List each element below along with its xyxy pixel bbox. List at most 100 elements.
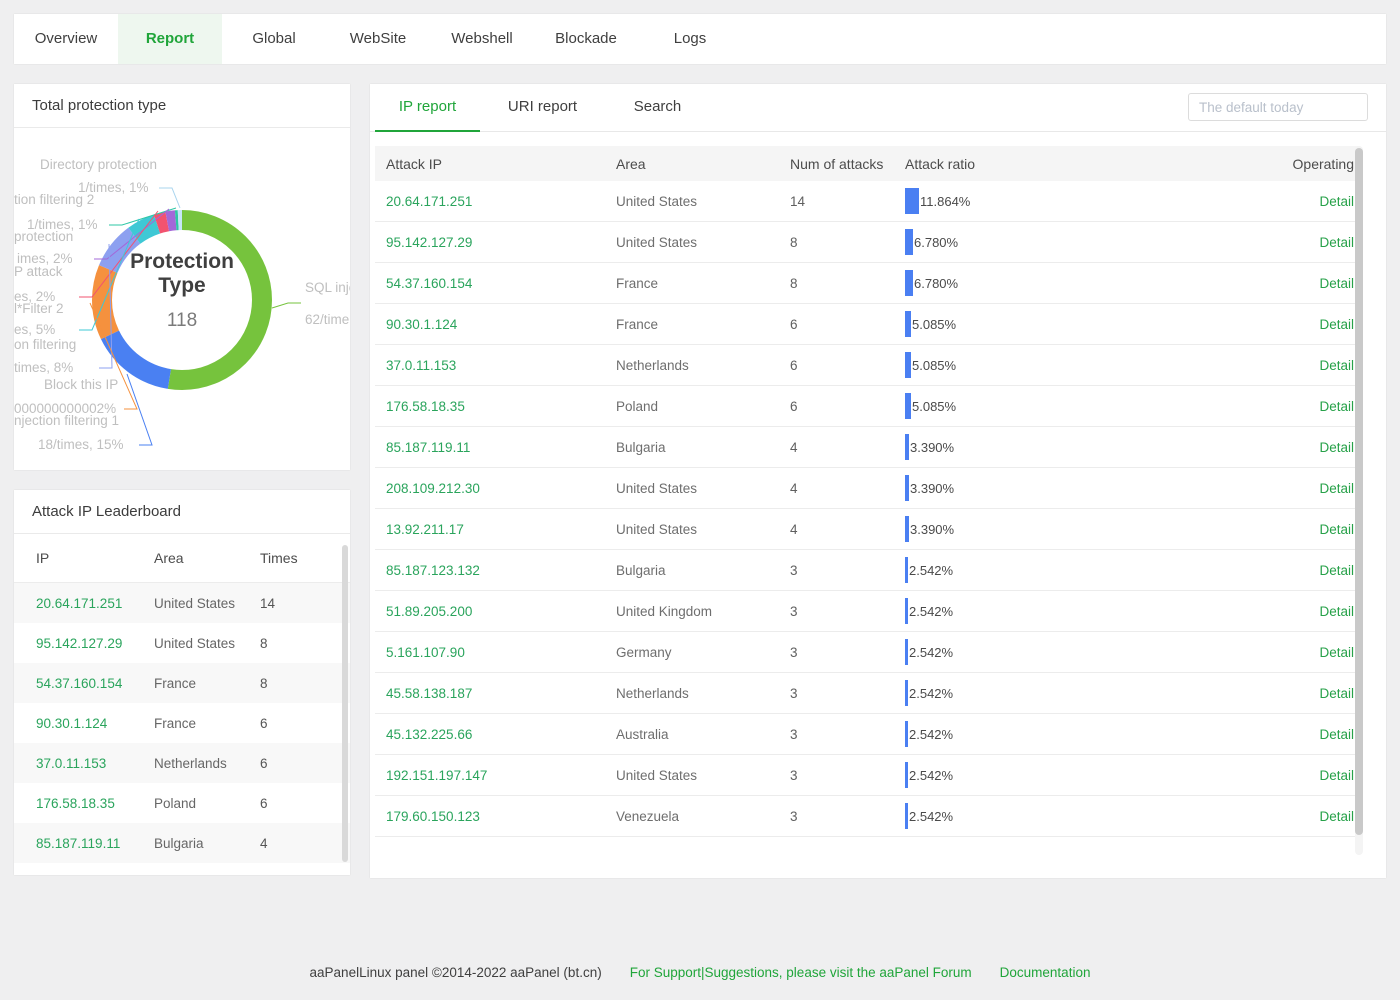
- ratio-bar: [905, 721, 908, 747]
- donut-label-value-on-filtering: times, 8%: [14, 360, 74, 375]
- detail-link[interactable]: Detail: [1319, 726, 1354, 742]
- table-row: 85.187.123.132 Bulgaria 3 2.542% Detail: [375, 550, 1360, 591]
- ratio-percent: 5.085%: [912, 398, 957, 414]
- donut-label-value-l-filter-2: es, 5%: [14, 322, 56, 337]
- nav-tab-blockade[interactable]: Blockade: [555, 30, 617, 47]
- footer-copyright: aaPanelLinux panel ©2014-2022 aaPanel (b…: [309, 965, 602, 980]
- ratio-percent: 2.542%: [909, 767, 954, 783]
- report-tab-uri-report[interactable]: URI report: [507, 98, 578, 115]
- report-scrollbar-thumb[interactable]: [1355, 148, 1363, 835]
- donut-title: Protection Type: [130, 250, 234, 297]
- report-tab-search[interactable]: Search: [633, 98, 682, 115]
- ratio-bar: [905, 680, 908, 706]
- ratio-bar: [905, 475, 909, 501]
- leaderboard-times: 8: [260, 675, 268, 691]
- num-attacks-cell: 6: [790, 398, 798, 414]
- attack-ip-link[interactable]: 5.161.107.90: [386, 644, 465, 660]
- ratio-percent: 6.780%: [914, 234, 959, 250]
- attack-ip-link[interactable]: 176.58.18.35: [386, 398, 465, 414]
- detail-link[interactable]: Detail: [1319, 603, 1354, 619]
- attack-ip-link[interactable]: 90.30.1.124: [386, 316, 458, 332]
- ratio-percent: 3.390%: [910, 521, 955, 537]
- ratio-percent: 6.780%: [914, 275, 959, 291]
- attack-ip-link[interactable]: 95.142.127.29: [386, 234, 473, 250]
- report-tab-ip-report[interactable]: IP report: [375, 84, 480, 132]
- operating-cell: Detail: [1280, 358, 1360, 373]
- protection-card-title: Total protection type: [14, 84, 350, 128]
- detail-link[interactable]: Detail: [1319, 439, 1354, 455]
- operating-cell: Detail: [1280, 399, 1360, 414]
- report-table-header: Attack IP Area Num of attacks Attack rat…: [375, 146, 1360, 181]
- attack-ip-link[interactable]: 85.187.123.132: [386, 562, 480, 578]
- detail-link[interactable]: Detail: [1319, 808, 1354, 824]
- footer-docs-link[interactable]: Documentation: [999, 965, 1091, 980]
- attack-ip-link[interactable]: 179.60.150.123: [386, 808, 480, 824]
- donut-label-name-tion-filtering-2: tion filtering 2: [14, 192, 95, 207]
- attack-ratio-cell: 3.390%: [905, 475, 1280, 501]
- leaderboard-ip-link[interactable]: 95.142.127.29: [36, 635, 123, 651]
- donut-slice-directory-protection: [92, 210, 272, 390]
- leaderboard-ip-link[interactable]: 90.30.1.124: [36, 715, 108, 731]
- attack-ip-link[interactable]: 45.58.138.187: [386, 685, 473, 701]
- ratio-bar: [905, 598, 908, 624]
- leaderboard-ip-link[interactable]: 85.187.119.11: [36, 835, 121, 851]
- attack-ip-link[interactable]: 20.64.171.251: [386, 193, 473, 209]
- attack-ip-link[interactable]: 192.151.197.147: [386, 767, 488, 783]
- operating-cell: Detail: [1280, 440, 1360, 455]
- nav-tab-logs[interactable]: Logs: [673, 30, 707, 47]
- detail-link[interactable]: Detail: [1319, 480, 1354, 496]
- footer-support-link[interactable]: For Support|Suggestions, please visit th…: [629, 965, 972, 980]
- ratio-percent: 2.542%: [909, 562, 954, 578]
- operating-cell: Detail: [1280, 481, 1360, 496]
- report-tabs: IP report URI report Search: [370, 84, 1386, 132]
- attack-ip-link[interactable]: 13.92.211.17: [386, 521, 464, 537]
- donut-leader-line-sql-inje: [271, 302, 301, 309]
- leaderboard-ip-link[interactable]: 54.37.160.154: [36, 675, 123, 691]
- attack-ip-link[interactable]: 85.187.119.11: [386, 439, 471, 455]
- report-table: Attack IP Area Num of attacks Attack rat…: [375, 146, 1360, 837]
- detail-link[interactable]: Detail: [1319, 767, 1354, 783]
- attack-ratio-cell: 2.542%: [905, 762, 1280, 788]
- detail-link[interactable]: Detail: [1319, 644, 1354, 660]
- area-cell: United Kingdom: [616, 603, 713, 619]
- attack-ip-link[interactable]: 51.89.205.200: [386, 603, 473, 619]
- ratio-bar: [905, 639, 908, 665]
- attack-ip-link[interactable]: 54.37.160.154: [386, 275, 473, 291]
- attack-ip-link[interactable]: 208.109.212.30: [386, 480, 480, 496]
- nav-tab-report[interactable]: Report: [118, 14, 222, 64]
- leaderboard-ip-link[interactable]: 37.0.11.153: [36, 755, 107, 771]
- detail-link[interactable]: Detail: [1319, 357, 1354, 373]
- leaderboard-area: Poland: [154, 795, 197, 811]
- nav-tab-webshell[interactable]: Webshell: [451, 30, 513, 47]
- table-row: 85.187.119.11 Bulgaria 4 3.390% Detail: [375, 427, 1360, 468]
- detail-link[interactable]: Detail: [1319, 398, 1354, 414]
- detail-link[interactable]: Detail: [1319, 193, 1354, 209]
- donut-leader-line-njection-filtering-1: [126, 373, 153, 446]
- ratio-percent: 3.390%: [910, 480, 955, 496]
- nav-tab-overview[interactable]: Overview: [34, 30, 98, 47]
- ratio-bar: [905, 762, 908, 788]
- leaderboard-ip-link[interactable]: 20.64.171.251: [36, 595, 123, 611]
- leaderboard-times: 8: [260, 635, 268, 651]
- date-filter-input[interactable]: [1188, 93, 1368, 121]
- attack-ratio-cell: 5.085%: [905, 393, 1280, 419]
- leaderboard-ip-link[interactable]: 176.58.18.35: [36, 795, 115, 811]
- detail-link[interactable]: Detail: [1319, 685, 1354, 701]
- nav-tab-website[interactable]: WebSite: [349, 30, 407, 47]
- leaderboard-scrollbar[interactable]: [342, 545, 348, 862]
- detail-link[interactable]: Detail: [1319, 234, 1354, 250]
- detail-link[interactable]: Detail: [1319, 562, 1354, 578]
- detail-link[interactable]: Detail: [1319, 275, 1354, 291]
- detail-link[interactable]: Detail: [1319, 316, 1354, 332]
- leaderboard-header: IP Area Times: [14, 534, 350, 583]
- detail-link[interactable]: Detail: [1319, 521, 1354, 537]
- donut-chart-svg: [79, 187, 301, 446]
- nav-tab-global[interactable]: Global: [252, 30, 296, 47]
- attack-ip-link[interactable]: 37.0.11.153: [386, 357, 457, 373]
- area-cell: United States: [616, 193, 698, 209]
- area-cell: United States: [616, 234, 698, 250]
- attack-ip-link[interactable]: 45.132.225.66: [386, 726, 473, 742]
- ratio-percent: 2.542%: [909, 808, 954, 824]
- table-row: 90.30.1.124 France 6 5.085% Detail: [375, 304, 1360, 345]
- donut-label-name-directory-protection: Directory protection: [40, 157, 158, 172]
